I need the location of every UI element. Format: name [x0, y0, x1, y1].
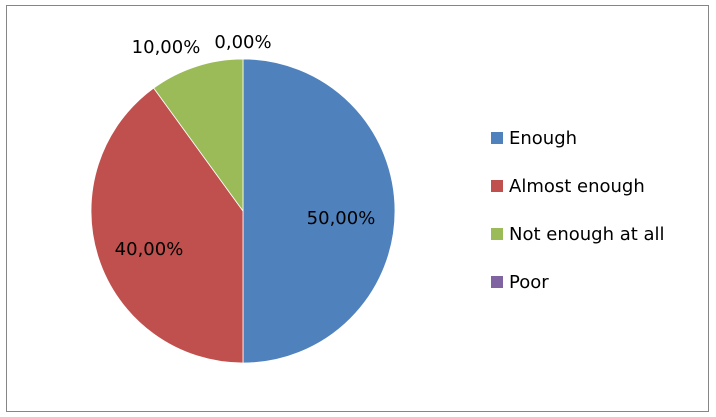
pie-slices	[90, 58, 396, 364]
pie-slice-not-enough-at-all	[153, 58, 244, 213]
legend-label-poor: Poor	[509, 271, 549, 293]
data-label-enough: 50,00%	[307, 208, 376, 229]
legend-label-almost-enough: Almost enough	[509, 175, 645, 197]
legend-swatch-almost-enough	[491, 180, 503, 192]
pie-slice-enough	[242, 58, 396, 364]
legend-swatch-enough	[491, 132, 503, 144]
legend-swatch-poor	[491, 276, 503, 288]
data-label-almost-enough: 40,00%	[115, 239, 184, 260]
legend-item-poor: Poor	[491, 270, 665, 294]
pie-slice-almost-enough	[90, 87, 244, 364]
data-label-poor: 0,00%	[214, 32, 271, 53]
legend-item-almost-enough: Almost enough	[491, 174, 665, 198]
legend: Enough Almost enough Not enough at all P…	[491, 126, 665, 318]
legend-label-not-enough-at-all: Not enough at all	[509, 223, 665, 245]
legend-label-enough: Enough	[509, 127, 578, 149]
legend-swatch-not-enough-at-all	[491, 228, 503, 240]
legend-item-enough: Enough	[491, 126, 665, 150]
data-label-not-enough-at-all: 10,00%	[132, 37, 201, 58]
legend-item-not-enough-at-all: Not enough at all	[491, 222, 665, 246]
